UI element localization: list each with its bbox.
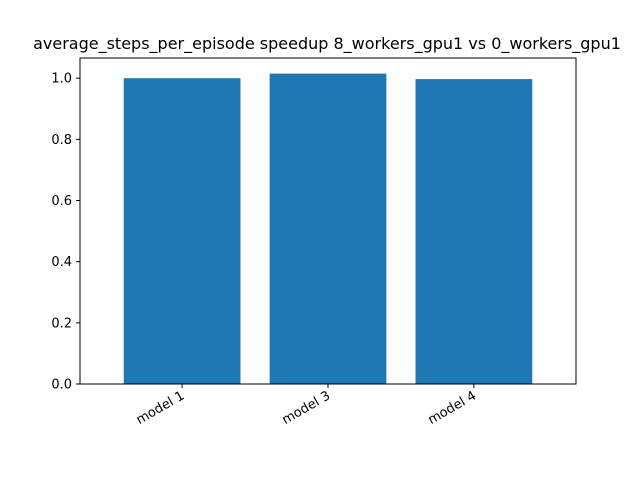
y-tick-label: 1.0 (51, 72, 72, 87)
bars-group (123, 73, 533, 385)
y-tick-label: 0.4 (51, 255, 72, 270)
y-axis: 0.0 0.2 0.4 0.6 0.8 1.0 (51, 72, 80, 393)
chart-title: average_steps_per_episode speedup 8_work… (33, 34, 621, 54)
y-tick-label: 0.2 (51, 316, 72, 331)
y-tick-label: 0.0 (51, 378, 72, 393)
x-axis: model 1 model 3 model 4 (134, 384, 479, 428)
x-tick-label: model 3 (280, 388, 333, 427)
bar-model-1 (123, 78, 241, 385)
y-tick-label: 0.6 (51, 194, 72, 209)
plot-frame (79, 57, 577, 385)
x-tick-label: model 1 (134, 388, 187, 427)
y-tick-label: 0.8 (51, 133, 72, 148)
x-tick-label: model 4 (426, 388, 479, 427)
bar-model-4 (415, 79, 533, 384)
bar-model-3 (269, 73, 387, 384)
